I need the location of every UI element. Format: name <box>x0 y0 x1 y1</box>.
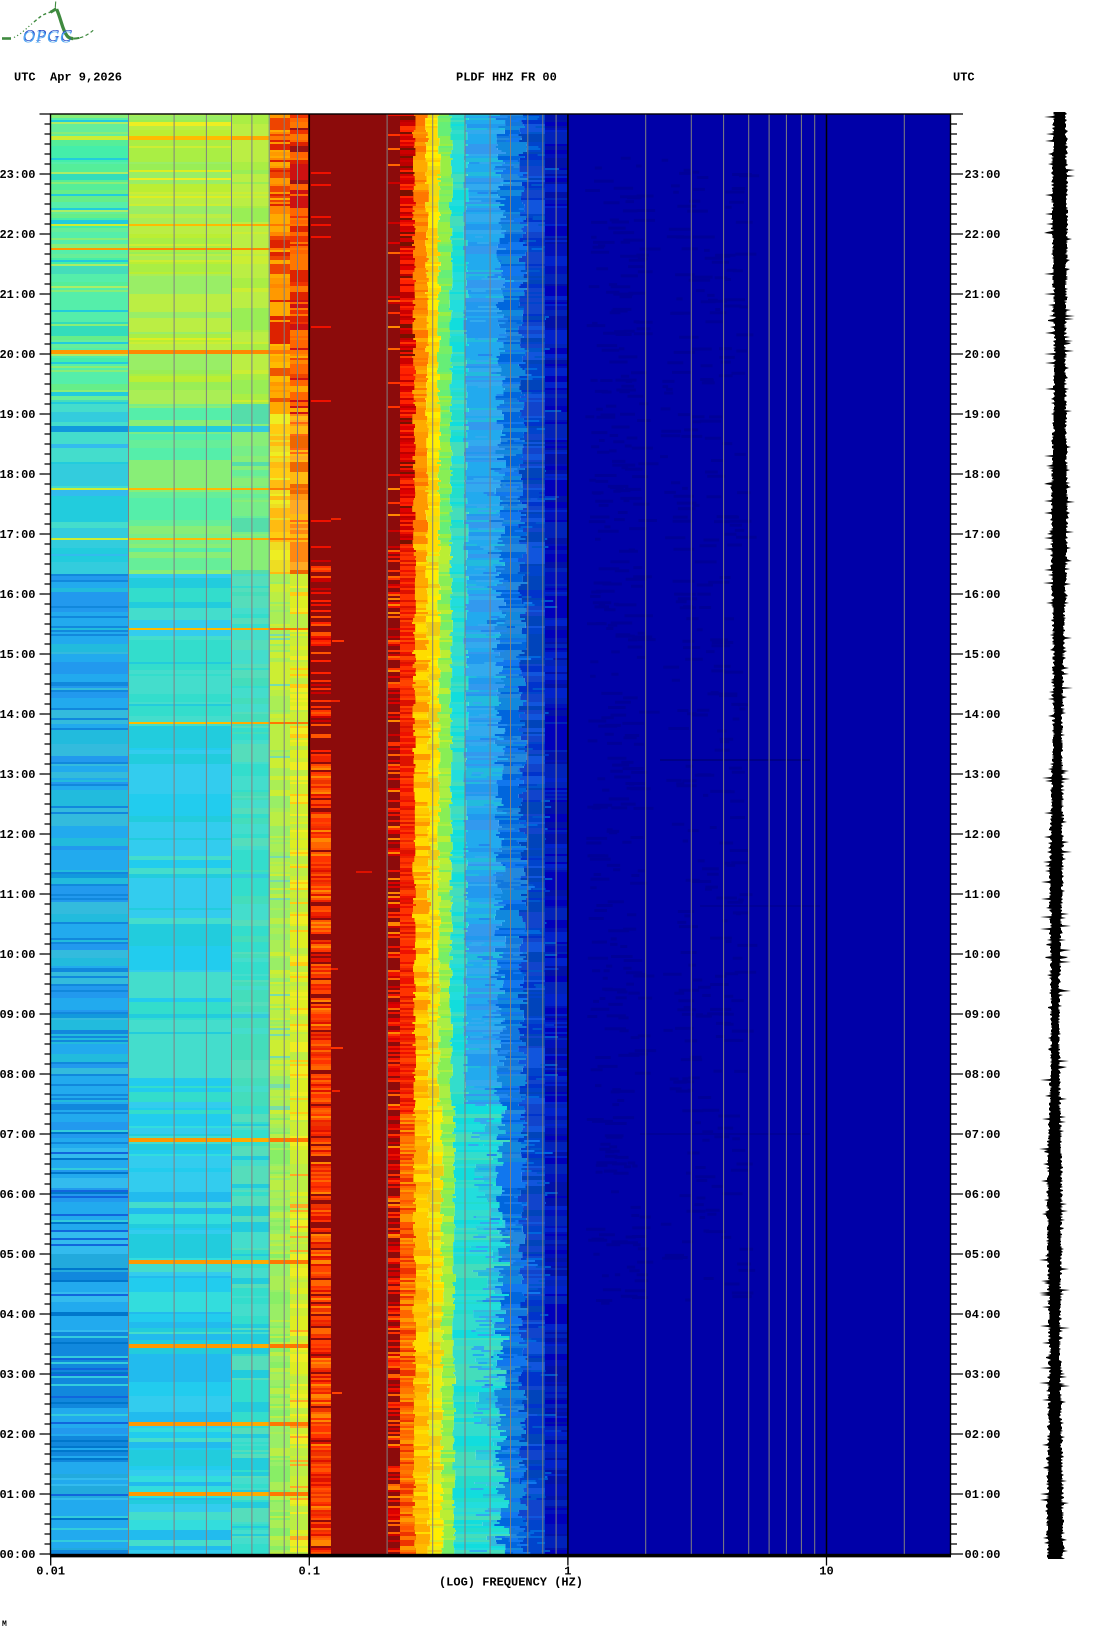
svg-text:21:00: 21:00 <box>0 288 36 302</box>
svg-text:16:00: 16:00 <box>965 588 1001 602</box>
svg-text:OPGC: OPGC <box>23 28 72 47</box>
svg-text:11:00: 11:00 <box>965 888 1001 902</box>
svg-text:10:00: 10:00 <box>965 948 1001 962</box>
svg-text:09:00: 09:00 <box>965 1008 1001 1022</box>
svg-text:01:00: 01:00 <box>0 1488 36 1502</box>
svg-text:OPGC: OPGC <box>23 26 72 45</box>
svg-text:10:00: 10:00 <box>0 948 36 962</box>
svg-text:14:00: 14:00 <box>0 708 36 722</box>
svg-text:15:00: 15:00 <box>0 648 36 662</box>
svg-text:17:00: 17:00 <box>0 528 36 542</box>
svg-text:1: 1 <box>564 1565 571 1579</box>
svg-text:17:00: 17:00 <box>965 528 1001 542</box>
svg-text:10: 10 <box>819 1565 833 1579</box>
svg-text:03:00: 03:00 <box>965 1368 1001 1382</box>
svg-text:12:00: 12:00 <box>0 828 36 842</box>
svg-text:15:00: 15:00 <box>965 648 1001 662</box>
svg-text:22:00: 22:00 <box>965 228 1001 242</box>
svg-text:PLDF HHZ FR 00: PLDF HHZ FR 00 <box>456 71 557 85</box>
svg-text:01:00: 01:00 <box>965 1488 1001 1502</box>
svg-text:UTC: UTC <box>14 71 36 85</box>
svg-text:21:00: 21:00 <box>965 288 1001 302</box>
svg-text:11:00: 11:00 <box>0 888 36 902</box>
svg-text:16:00: 16:00 <box>0 588 36 602</box>
svg-text:07:00: 07:00 <box>965 1128 1001 1142</box>
svg-text:UTC: UTC <box>953 71 975 85</box>
svg-text:00:00: 00:00 <box>0 1548 36 1562</box>
svg-text:05:00: 05:00 <box>965 1248 1001 1262</box>
svg-text:09:00: 09:00 <box>0 1008 36 1022</box>
svg-text:18:00: 18:00 <box>0 468 36 482</box>
svg-text:(LOG) FREQUENCY (HZ): (LOG) FREQUENCY (HZ) <box>439 1576 583 1590</box>
svg-text:22:00: 22:00 <box>0 228 36 242</box>
svg-text:07:00: 07:00 <box>0 1128 36 1142</box>
svg-text:18:00: 18:00 <box>965 468 1001 482</box>
svg-text:23:00: 23:00 <box>965 168 1001 182</box>
svg-text:20:00: 20:00 <box>965 348 1001 362</box>
svg-text:14:00: 14:00 <box>965 708 1001 722</box>
svg-text:23:00: 23:00 <box>0 168 36 182</box>
svg-text:M: M <box>2 1620 7 1629</box>
svg-text:05:00: 05:00 <box>0 1248 36 1262</box>
svg-text:00:00: 00:00 <box>965 1548 1001 1562</box>
svg-text:Apr 9,2026: Apr 9,2026 <box>50 71 122 85</box>
svg-text:13:00: 13:00 <box>965 768 1001 782</box>
svg-text:08:00: 08:00 <box>965 1068 1001 1082</box>
svg-text:19:00: 19:00 <box>965 408 1001 422</box>
svg-text:20:00: 20:00 <box>0 348 36 362</box>
svg-text:08:00: 08:00 <box>0 1068 36 1082</box>
svg-text:03:00: 03:00 <box>0 1368 36 1382</box>
svg-text:02:00: 02:00 <box>0 1428 36 1442</box>
svg-text:19:00: 19:00 <box>0 408 36 422</box>
svg-text:0.01: 0.01 <box>36 1565 65 1579</box>
svg-text:12:00: 12:00 <box>965 828 1001 842</box>
svg-text:06:00: 06:00 <box>965 1188 1001 1202</box>
svg-text:0.1: 0.1 <box>298 1565 320 1579</box>
svg-text:13:00: 13:00 <box>0 768 36 782</box>
svg-text:02:00: 02:00 <box>965 1428 1001 1442</box>
svg-text:04:00: 04:00 <box>0 1308 36 1322</box>
svg-text:04:00: 04:00 <box>965 1308 1001 1322</box>
svg-text:06:00: 06:00 <box>0 1188 36 1202</box>
